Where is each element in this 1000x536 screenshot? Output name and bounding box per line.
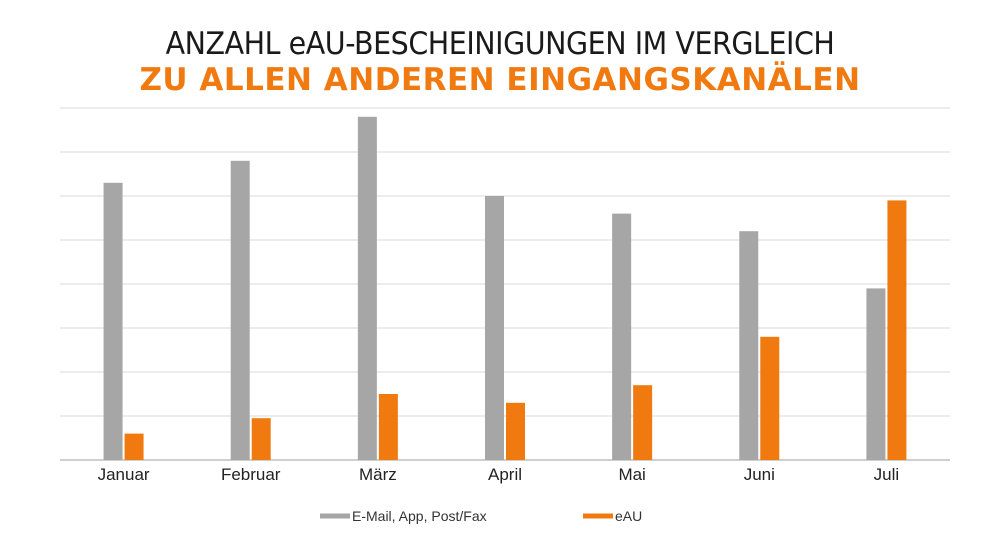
x-tick-label: März [359,465,397,484]
x-tick-label: Juli [874,465,900,484]
bar-other-channels-april [485,196,504,460]
bar-eau-juli [887,200,907,460]
legend-label-eau: eAU [615,508,642,524]
x-tick-label: Juni [744,465,775,484]
bar-eau-februar [251,418,271,460]
x-tick-label: Januar [98,465,150,484]
x-tick-label: Februar [221,465,281,484]
bar-eau-mai [633,385,653,460]
chart-title: ANZAHL eAU-BESCHEINIGUNGEN IM VERGLEICH [165,26,835,62]
legend-swatch-eau [583,513,613,519]
bar-other-channels-juni [739,231,759,460]
legend-label-other-channels: E-Mail, App, Post/Fax [352,508,487,524]
bar-eau-januar [124,433,144,460]
legend-swatch-other-channels [320,513,350,519]
bar-other-channels-februar [230,160,250,461]
chart-subtitle: ZU ALLEN ANDEREN EINGANGSKANÄLEN [139,62,861,98]
bar-eau-april [506,402,525,460]
bar-other-channels-juli [866,288,886,460]
bar-eau-märz [378,394,398,460]
bar-other-channels-märz [357,116,377,461]
bar-other-channels-mai [612,213,632,460]
x-tick-label: Mai [618,465,645,484]
bar-other-channels-januar [103,182,123,461]
bar-eau-juni [760,336,780,460]
x-tick-label: April [488,465,522,484]
